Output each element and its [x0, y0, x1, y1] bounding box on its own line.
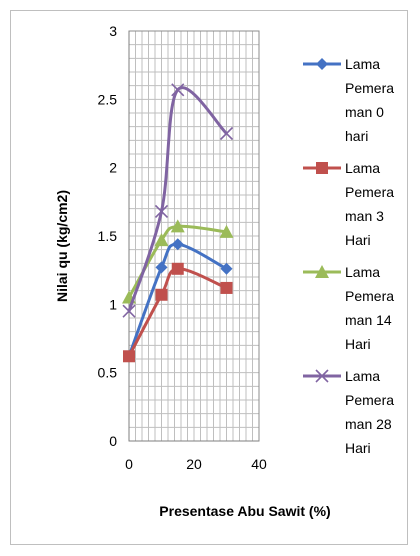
x-marker-stroke: [122, 304, 136, 318]
data-point: [171, 262, 184, 275]
tick-labels: 0 0.5 1 1.5 2 2.5 3 0 20 40: [98, 23, 267, 472]
legend-entry-1: Lama Pemera man 0 hari: [303, 56, 394, 144]
legend-label-line: Pemera: [345, 392, 394, 408]
legend-entry-2: Lama Pemera man 3 Hari: [303, 160, 394, 248]
x-axis-label: Presentase Abu Sawit (%): [159, 503, 330, 519]
x-marker-stroke: [154, 204, 169, 218]
y-tick-label: 1: [109, 296, 117, 312]
x-tick-label: 0: [125, 456, 133, 472]
legend-entry-4: Lama Pemera man 28 Hari: [303, 368, 394, 456]
legend-label-line: man 14: [345, 312, 392, 328]
legend-label-line: Lama: [345, 160, 380, 176]
legend-label-line: Hari: [345, 232, 371, 248]
legend-label-line: Lama: [345, 264, 380, 280]
plot-grid: [128, 30, 260, 442]
legend-label-line: man 3: [345, 208, 384, 224]
chart-frame: 0 0.5 1 1.5 2 2.5 3 0 20 40 Nilai qu (kg/cm2) Pre…: [10, 10, 408, 545]
x-tick-label: 20: [186, 456, 202, 472]
data-point: [171, 83, 185, 97]
data-point: [220, 281, 233, 294]
data-point: [171, 238, 184, 251]
legend-marker: [316, 58, 328, 70]
legend-label-line: Pemera: [345, 80, 394, 96]
data-point: [122, 304, 136, 318]
series-4: [122, 83, 234, 318]
data-point: [155, 288, 168, 301]
legend-entry-3: Lama Pemera man 14 Hari: [303, 264, 394, 352]
data-point: [220, 262, 233, 275]
data-point: [219, 224, 234, 238]
legend-label-line: Hari: [345, 440, 371, 456]
data-point: [170, 219, 185, 233]
legend-label-line: man 0: [345, 104, 384, 120]
y-tick-label: 3: [109, 23, 117, 39]
legend-label-line: Pemera: [345, 288, 394, 304]
legend-label-line: Hari: [345, 336, 371, 352]
legend-marker: [316, 162, 328, 174]
data-point: [123, 350, 135, 363]
data-point: [155, 261, 168, 274]
legend-marker: [315, 369, 329, 383]
data-point: [219, 126, 234, 141]
plot-series: [122, 83, 234, 363]
x-tick-label: 40: [251, 456, 267, 472]
y-tick-label: 0.5: [98, 365, 118, 381]
legend-label-line: man 28: [345, 416, 392, 432]
legend-label-line: Lama: [345, 368, 380, 384]
legend-label-line: Lama: [345, 56, 380, 72]
series-line: [127, 267, 228, 357]
y-tick-label: 2.5: [98, 91, 118, 107]
x-marker-stroke: [315, 369, 329, 383]
legend-label-line: hari: [345, 128, 368, 144]
data-point: [154, 204, 169, 218]
line-chart: 0 0.5 1 1.5 2 2.5 3 0 20 40 Nilai qu (kg/cm2) Pre…: [54, 23, 394, 519]
legend-marker: [315, 265, 329, 278]
y-tick-label: 1.5: [98, 228, 118, 244]
series-line: [127, 242, 228, 357]
plot-axes: [128, 31, 259, 442]
y-tick-label: 2: [109, 160, 117, 176]
y-tick-label: 0: [109, 433, 117, 449]
data-point: [154, 233, 169, 247]
x-marker-stroke: [219, 126, 234, 141]
series-line: [127, 86, 228, 312]
x-marker-stroke: [171, 83, 185, 97]
series-2: [123, 262, 233, 363]
legend-label-line: Pemera: [345, 184, 394, 200]
y-axis-label: Nilai qu (kg/cm2): [54, 190, 70, 302]
